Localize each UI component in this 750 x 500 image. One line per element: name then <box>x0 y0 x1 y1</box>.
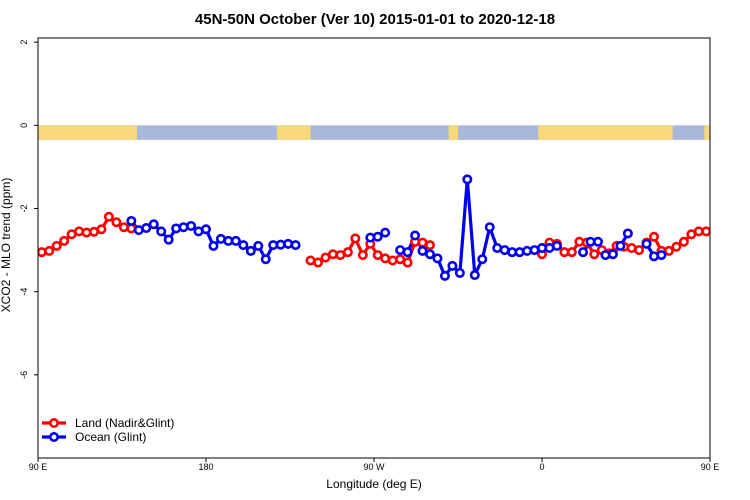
ocean-data-point <box>372 231 383 242</box>
legend: Land (Nadir&Glint)Ocean (Glint) <box>42 416 174 444</box>
land-data-point <box>387 255 398 266</box>
ocean-data-point <box>439 270 450 281</box>
y-tick-label: -4 <box>19 288 29 296</box>
ocean-data-point <box>156 226 167 237</box>
x-tick-label: 90 E <box>701 462 720 472</box>
land-band-segment <box>538 125 673 140</box>
ocean-data-point <box>201 224 212 235</box>
land-data-point <box>395 254 406 265</box>
y-tick-label: -2 <box>19 204 29 212</box>
land-data-point <box>402 257 413 268</box>
land-data-point <box>678 236 689 247</box>
ocean-data-point <box>230 235 241 246</box>
ocean-data-point <box>648 251 659 262</box>
land-data-point <box>320 252 331 263</box>
land-band-segment <box>704 125 710 140</box>
x-axis-label: Longitude (deg E) <box>326 477 421 491</box>
ocean-data-point <box>592 236 603 247</box>
ocean-data-point <box>410 230 421 241</box>
ocean-data-point <box>141 223 152 234</box>
land-data-point <box>424 240 435 251</box>
ocean-data-point <box>260 254 271 265</box>
x-tick-label: 0 <box>539 462 544 472</box>
land-data-point <box>634 245 645 256</box>
land-data-point <box>740 248 747 255</box>
ocean-data-point <box>245 245 256 256</box>
land-data-point <box>38 247 47 258</box>
ocean-data-point <box>641 238 652 249</box>
land-data-point <box>96 224 107 235</box>
ocean-data-point <box>290 240 301 251</box>
x-tick-label: 90 E <box>29 462 48 472</box>
series-points <box>38 174 747 281</box>
legend-marker-ocean <box>48 431 59 442</box>
land-data-point <box>103 211 114 222</box>
chart-title: 45N-50N October (Ver 10) 2015-01-01 to 2… <box>195 11 555 28</box>
x-tick-label: 180 <box>198 462 213 472</box>
land-data-point <box>372 250 383 261</box>
ocean-data-point <box>148 219 159 230</box>
ocean-data-point <box>163 234 174 245</box>
land-data-point <box>44 245 55 256</box>
land-data-point <box>118 222 129 233</box>
ocean-data-point <box>178 222 189 233</box>
ocean-data-point <box>186 220 197 231</box>
land-data-point <box>708 228 710 235</box>
ocean-data-point <box>238 240 249 251</box>
land-band-segment <box>38 125 137 140</box>
ocean-data-point <box>253 240 264 251</box>
ocean-data-point <box>615 240 626 251</box>
land-data-point <box>357 250 368 261</box>
land-data-point <box>589 249 600 260</box>
ocean-data-point <box>656 250 667 261</box>
land-data-point <box>74 226 85 237</box>
land-ocean-band <box>38 125 710 140</box>
ocean-data-point <box>208 240 219 251</box>
ocean-data-point <box>462 174 473 185</box>
land-data-point <box>566 247 577 258</box>
land-data-point <box>111 217 122 228</box>
y-tick-label: 0 <box>19 123 29 128</box>
ocean-data-point <box>551 240 562 251</box>
ocean-data-point <box>447 260 458 271</box>
land-band-segment <box>448 125 458 140</box>
land-data-point <box>51 240 62 251</box>
ocean-data-point <box>380 227 391 238</box>
land-data-point <box>312 257 323 268</box>
land-data-point <box>648 231 659 242</box>
legend-label-land: Land (Nadir&Glint) <box>75 416 174 430</box>
land-data-point <box>59 235 70 246</box>
x-tick-label: 90 W <box>363 462 385 472</box>
y-axis-ticks: 2 0 -2 -4 -6 <box>19 40 38 379</box>
land-data-point <box>350 233 361 244</box>
ocean-data-point <box>417 245 428 256</box>
y-tick-label: -6 <box>19 371 29 379</box>
ocean-data-point <box>578 247 589 258</box>
land-data-point <box>342 247 353 258</box>
ocean-data-point <box>469 270 480 281</box>
ocean-data-point <box>622 228 633 239</box>
y-tick-label: 2 <box>19 40 29 45</box>
land-series-line <box>744 217 750 252</box>
ocean-data-point <box>484 222 495 233</box>
ocean-data-point <box>477 254 488 265</box>
ocean-data-point <box>454 267 465 278</box>
ocean-data-point <box>171 223 182 234</box>
y-axis-label: XCO2 - MLO trend (ppm) <box>0 178 13 313</box>
land-data-point <box>671 241 682 252</box>
ocean-data-point <box>402 247 413 258</box>
land-data-point <box>663 245 674 256</box>
ocean-data-point <box>126 215 137 226</box>
legend-label-ocean: Ocean (Glint) <box>75 430 146 444</box>
legend-marker-land <box>48 417 59 428</box>
ocean-data-point <box>424 249 435 260</box>
ocean-data-point <box>432 253 443 264</box>
x-axis-ticks: 90 E 180 90 W 0 90 E <box>29 458 720 472</box>
land-band-segment <box>276 125 311 140</box>
ocean-data-point <box>514 247 525 258</box>
land-data-point <box>718 225 725 232</box>
ocean-data-point <box>607 249 618 260</box>
ocean-data-point <box>283 238 294 249</box>
